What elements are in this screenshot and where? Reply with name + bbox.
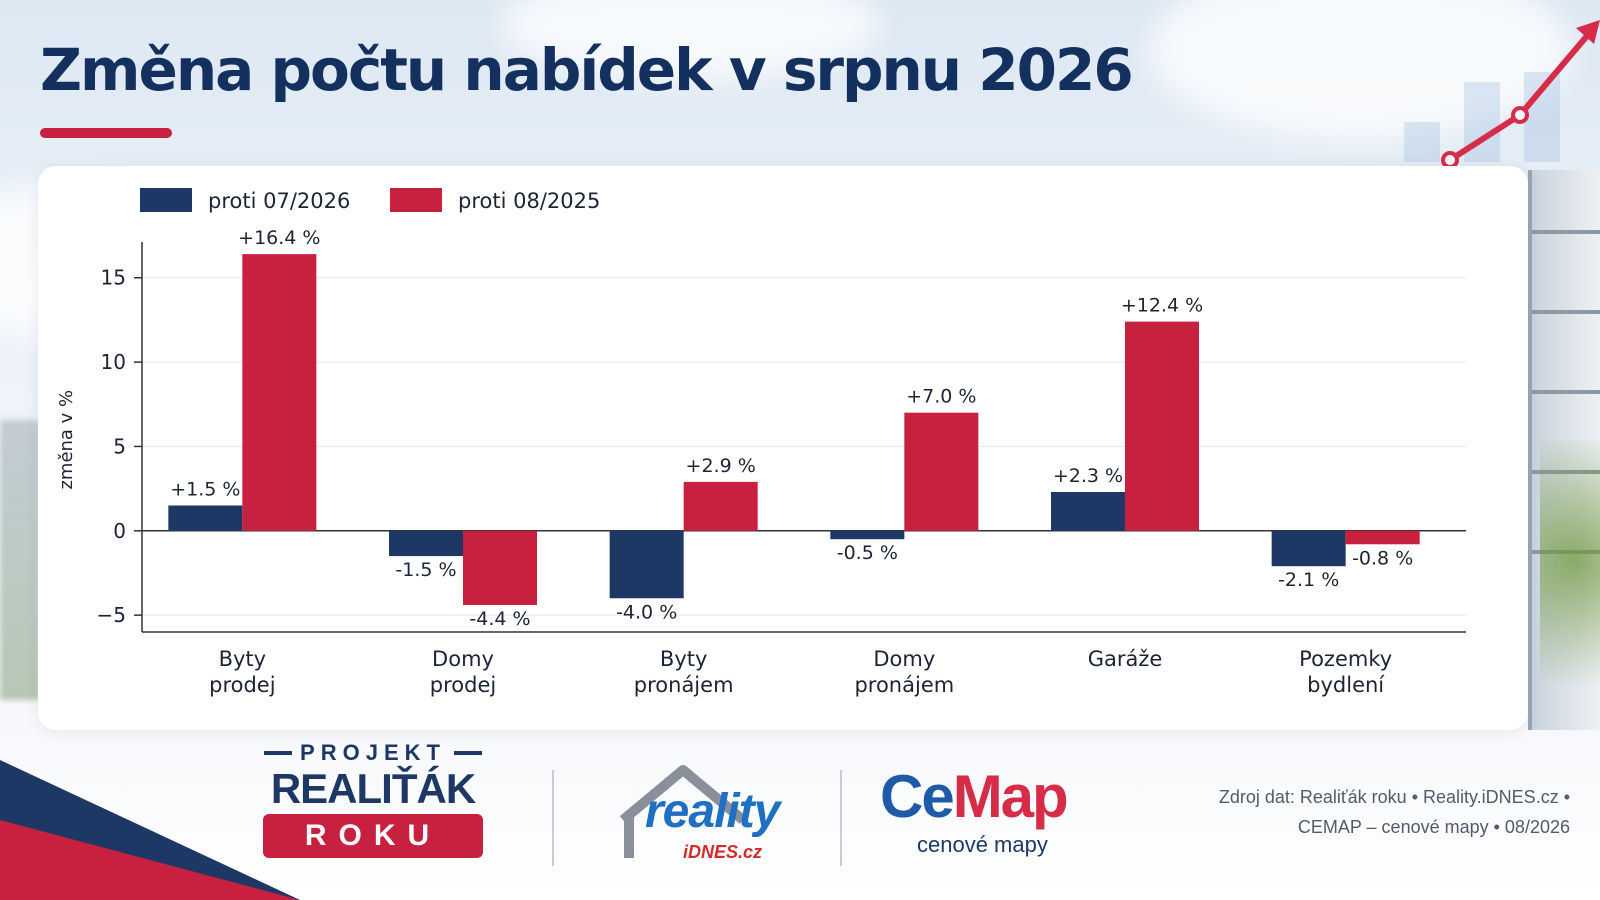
x-tick-label: prodej [209,673,275,697]
bar [1345,530,1420,545]
data-label: +2.3 % [1053,465,1123,487]
bar [389,530,463,557]
logo-reality-text: reality [645,785,780,838]
x-tick-label: Domy [873,647,935,671]
y-tick-label: 5 [113,434,126,458]
x-tick-label: Domy [432,647,494,671]
bar [463,530,537,606]
data-label: +1.5 % [170,478,240,500]
trend-arrow-icon [1441,20,1600,169]
chart-card: −5 0 5 10 15 změna v % proti 07/2026 proti 08/2… [38,166,1528,730]
bar [168,505,243,531]
y-tick-label: 0 [113,519,126,543]
x-tick-label: pronájem [854,673,954,697]
page-title: Změna počtu nabídek v srpnu 2026 [40,36,1134,104]
y-tick-label: 15 [101,266,126,290]
house-roof-icon [619,765,745,858]
source-line-2: CEMAP – cenové mapy • 08/2026 [1297,817,1570,837]
x-tick-label: Pozemky [1299,647,1392,671]
x-tick-label: pronájem [634,673,734,697]
corner-red-shape [0,820,300,900]
cemap-logo: CeMap cenové mapy [880,762,1120,872]
source-line-1: Zdroj dat: Realiťák roku • Reality.iDNES… [1218,787,1570,807]
logo-cemap-ce: Ce [880,763,955,830]
footer-divider [840,770,842,866]
logo-projekt-text: PROJEKT [300,740,446,765]
legend-label: proti 08/2025 [458,189,600,213]
x-tick-label: Byty [219,647,266,671]
data-label: +7.0 % [906,386,976,408]
legend-swatch [140,188,192,212]
data-label: +16.4 % [238,227,320,249]
logo-realitak-text: REALIŤÁK [270,765,476,812]
x-tick-label: Garáže [1088,647,1163,671]
data-label: -2.1 % [1278,569,1339,591]
y-tick-label: 10 [101,350,126,374]
data-label: +12.4 % [1121,295,1203,317]
bar [683,481,758,531]
y-axis-label: změna v % [56,390,77,490]
footer: PROJEKT REALIŤÁK ROKU reality iDNES.cz C… [0,740,1600,900]
data-label: +2.9 % [686,455,756,477]
bar [242,254,317,531]
logo-cemap-map: Map [952,763,1069,830]
bar [830,530,905,540]
data-label: -4.0 % [616,601,677,623]
bar-chart: −5 0 5 10 15 změna v % proti 07/2026 proti 08/2… [56,188,1466,697]
data-label: -0.5 % [837,542,898,564]
logo-idnes-text: iDNES.cz [683,842,763,862]
x-tick-label: Byty [660,647,708,671]
data-label: -4.4 % [469,608,530,630]
y-tick-label: −5 [97,603,126,627]
x-tick-label: bydlení [1307,673,1385,697]
bar [1271,530,1346,567]
data-source: Zdroj dat: Realiťák roku • Reality.iDNES… [1130,782,1570,842]
bar [609,530,684,599]
bar [1051,491,1125,531]
title-underline [40,128,172,138]
data-label: -1.5 % [395,559,456,581]
x-tick-label: prodej [430,673,496,697]
data-label: -0.8 % [1352,547,1413,569]
logo-roku-text: ROKU [263,814,483,858]
reality-idnes-logo: reality iDNES.cz [615,762,815,872]
footer-divider [552,770,554,866]
projekt-realitak-roku-logo: PROJEKT REALIŤÁK ROKU [258,740,488,880]
bar [1125,321,1199,531]
legend-label: proti 07/2026 [208,189,350,213]
logo-cemap-subtitle: cenové mapy [917,832,1048,857]
bar [904,412,979,531]
legend-swatch [390,188,442,212]
